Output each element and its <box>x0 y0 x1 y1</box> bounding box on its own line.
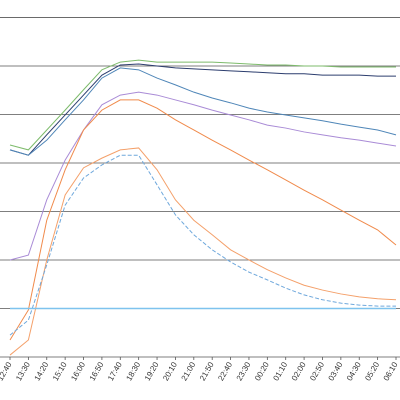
x-tick-label: 16:50 <box>88 360 106 382</box>
series-line <box>9 59 396 151</box>
x-tick-label: 21:00 <box>180 360 198 382</box>
x-tick-label: 05:20 <box>363 360 381 382</box>
x-tick-label: 13:30 <box>14 360 32 382</box>
x-tick-label: 04:30 <box>345 360 363 382</box>
x-tick-label: 03:40 <box>327 360 345 382</box>
x-tick-label: 16:00 <box>69 360 87 382</box>
series-line <box>9 63 396 156</box>
x-tick-label: 23:30 <box>235 360 253 382</box>
x-tick-label: 22:40 <box>216 360 234 382</box>
x-tick-label: 21:50 <box>198 360 216 382</box>
x-tick-label: 02:00 <box>290 360 308 382</box>
x-tick-label: 14:20 <box>33 360 51 382</box>
x-tick-label: 06:10 <box>382 360 400 382</box>
x-tick-label: 20:10 <box>161 360 179 382</box>
series-line <box>9 67 397 156</box>
x-tick-label: 17:40 <box>106 360 124 382</box>
series-line <box>9 99 397 341</box>
x-tick-label: 15:10 <box>51 360 69 382</box>
x-tick-label: 01:10 <box>271 360 289 382</box>
x-tick-label: 18:30 <box>124 360 142 382</box>
series-line <box>9 154 396 336</box>
series-line <box>9 91 397 261</box>
x-tick-label: 19:20 <box>143 360 161 382</box>
x-tick-label: 00:20 <box>253 360 271 382</box>
x-tick-label: 02:50 <box>308 360 326 382</box>
x-tick-label: 12:40 <box>0 360 14 382</box>
series-line <box>9 147 397 356</box>
